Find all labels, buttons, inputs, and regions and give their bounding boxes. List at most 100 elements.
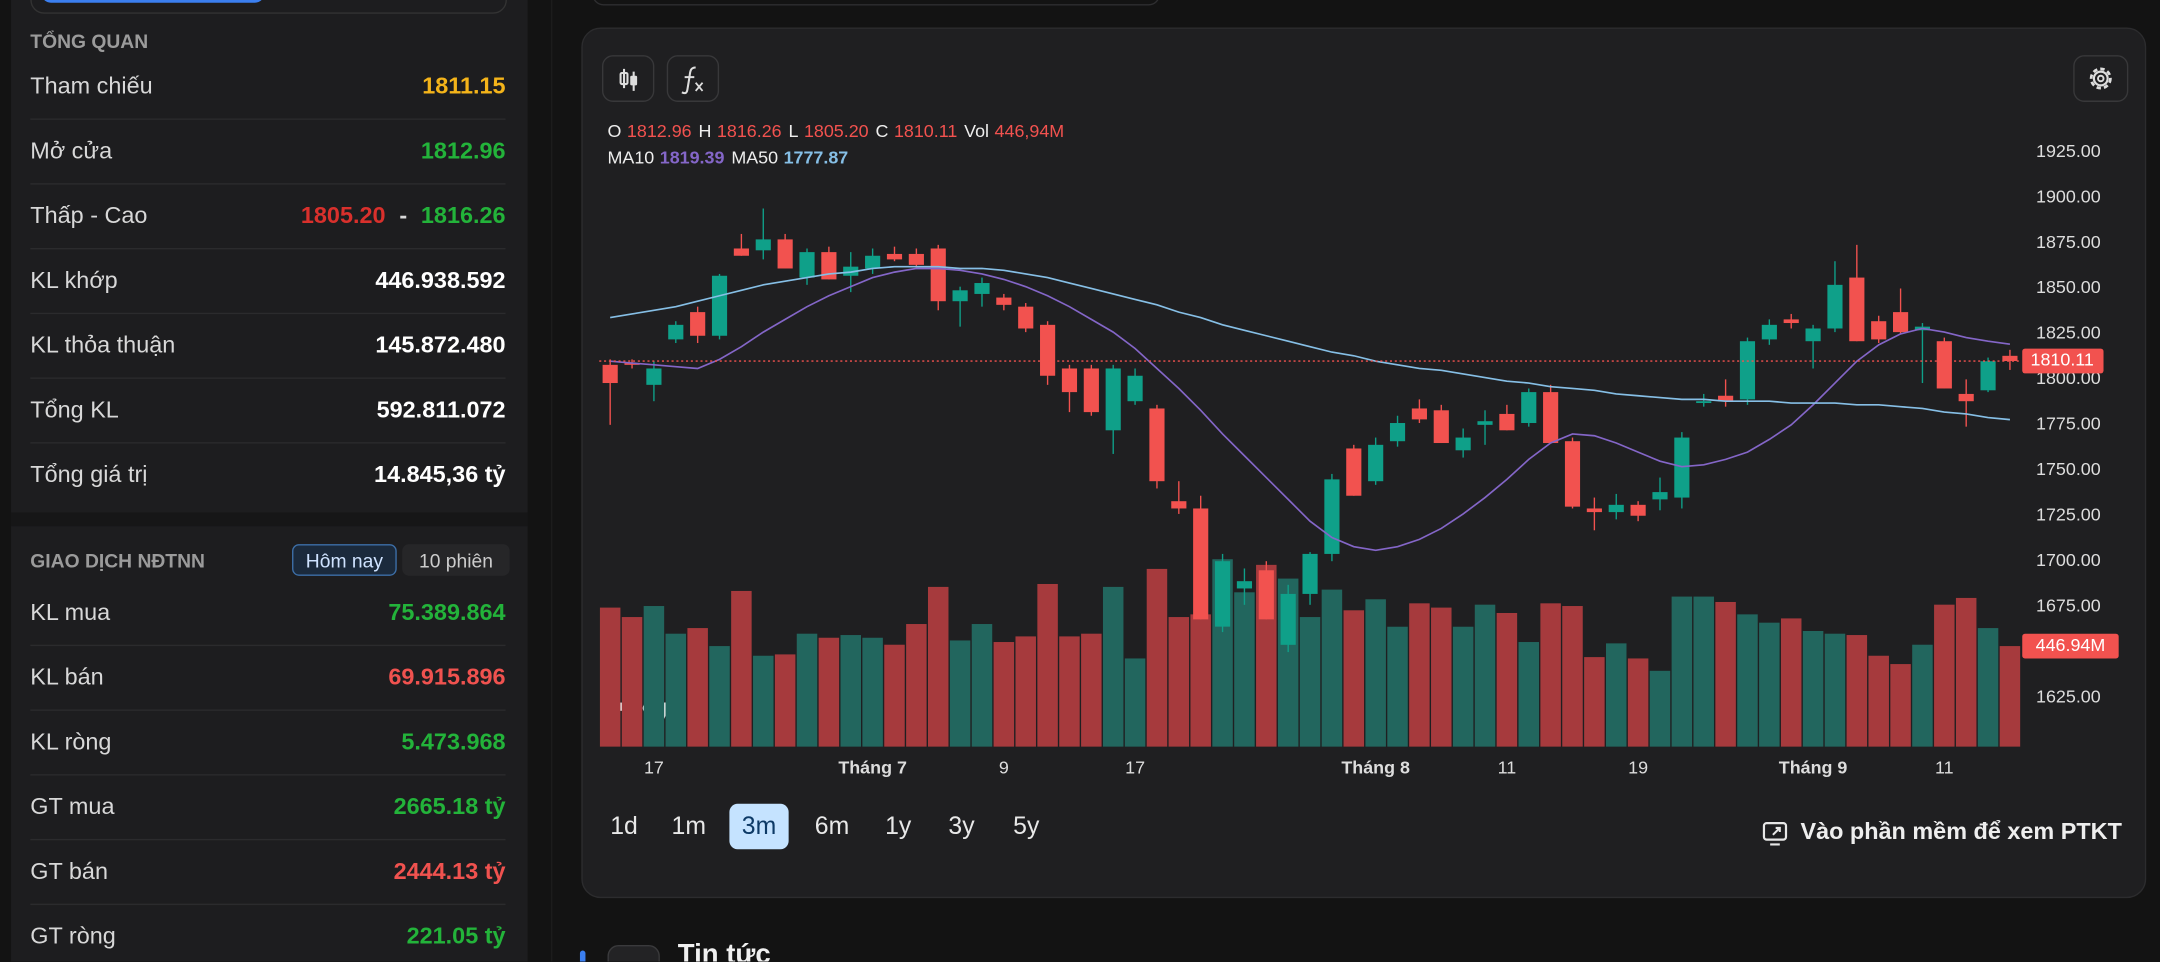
candle-body <box>1040 324 1056 376</box>
volume-bar <box>1124 658 1146 747</box>
ohlc-legend: O 1812.96 H 1816.26 L 1805.20 C 1810.11 Vol 446,9… <box>608 121 1065 141</box>
active-tab[interactable] <box>41 0 265 3</box>
period-button[interactable]: 6m <box>814 812 850 840</box>
foreign-tab[interactable]: Hôm nay <box>292 544 397 576</box>
volume-bar <box>1168 617 1190 747</box>
candle-body <box>1849 277 1865 342</box>
row-label: Tổng giá trị <box>30 461 148 488</box>
legend-key: L <box>788 121 798 141</box>
volume-bar <box>1081 633 1102 747</box>
row-label: Mở cửa <box>30 137 113 164</box>
row-label: GT ròng <box>30 922 116 950</box>
candle-body <box>1936 341 1952 389</box>
software-link[interactable]: Vào phần mềm để xem PTKT <box>1800 818 2122 845</box>
volume-bar <box>709 646 730 747</box>
candle-body <box>1324 479 1340 554</box>
volume-bar <box>1999 646 2021 747</box>
candle-body <box>952 290 968 302</box>
candle-body <box>1433 410 1449 444</box>
last-price-tag <box>2022 348 2104 374</box>
ma-line <box>610 265 2011 421</box>
foreign-tab[interactable]: 10 phiên <box>402 544 510 576</box>
volume-bar <box>906 624 927 747</box>
candles <box>602 208 2018 653</box>
range-low: 1805.20 <box>300 202 386 229</box>
ma-legend: MA10 1819.39 MA50 1777.87 <box>608 147 849 167</box>
external-icon[interactable] <box>1762 821 1790 846</box>
candle-body <box>711 275 728 336</box>
volume-bar <box>599 607 621 747</box>
legend-key: MA50 <box>731 147 778 167</box>
foreign-title: GIAO DỊCH NĐTNN <box>30 549 205 572</box>
volume-bar <box>1365 599 1386 747</box>
candle-icon <box>619 68 638 91</box>
x-tick-label: 11 <box>1935 757 1954 777</box>
candle-body <box>1193 508 1209 620</box>
candle-body <box>930 248 946 302</box>
legend-value: 1777.87 <box>784 147 849 167</box>
volume-bar <box>1146 568 1168 747</box>
period-button[interactable]: 3y <box>948 812 975 840</box>
period-button[interactable]: 1y <box>885 812 912 840</box>
row-label: Tham chiếu <box>30 73 153 100</box>
row-label: GT mua <box>30 793 115 820</box>
candle-body <box>1718 395 1734 402</box>
divider <box>551 0 553 962</box>
row-value: 446.938.592 <box>375 267 506 294</box>
legend-key: O <box>608 121 622 141</box>
candle-body <box>1630 504 1646 516</box>
candle-body <box>996 297 1012 305</box>
y-tick-label: 1700.00 <box>2036 550 2101 570</box>
volume-bar <box>665 633 687 747</box>
y-tick-label: 1900.00 <box>2036 186 2101 206</box>
volume-bar <box>1955 597 1977 747</box>
legend-key: Vol <box>964 121 989 141</box>
candle-body <box>1258 570 1274 620</box>
candle-body <box>799 252 815 278</box>
volume-bar <box>1584 657 1605 747</box>
row-separator <box>30 709 506 711</box>
volume-bar <box>687 628 708 747</box>
period-button[interactable]: 5y <box>1013 812 1040 840</box>
volume-bar <box>1015 636 1036 747</box>
volume-bar <box>1431 607 1452 747</box>
period-button[interactable]: 3m <box>729 803 789 850</box>
indicator-button[interactable] <box>666 55 720 102</box>
volume-bar <box>643 606 665 747</box>
period-button[interactable]: 1m <box>671 812 707 840</box>
candle-body <box>668 324 684 340</box>
settings-button[interactable] <box>2073 55 2129 102</box>
row-separator <box>30 903 506 906</box>
volume-bar <box>1890 664 1911 747</box>
candle-body <box>624 363 640 365</box>
y-tick-label: 1625.00 <box>2036 686 2101 706</box>
volume-bars <box>599 559 2021 747</box>
candle-body <box>886 253 903 260</box>
candle-button[interactable] <box>601 55 655 102</box>
candle-body <box>1739 341 1756 400</box>
candle-body <box>1171 501 1187 509</box>
candle-body <box>1892 312 1909 333</box>
row-value: 2444.13 tỷ <box>393 858 506 885</box>
ma-line <box>610 267 2011 552</box>
y-tick-label: 1775.00 <box>2036 414 2101 434</box>
volume-bar <box>927 586 949 747</box>
candle-body <box>1980 361 1996 391</box>
row-separator <box>30 838 506 841</box>
candle-body <box>1827 284 1843 329</box>
row-separator <box>30 774 506 776</box>
row-value: 5.473.968 <box>401 728 506 755</box>
candle-body <box>690 312 706 336</box>
period-button[interactable]: 1d <box>610 812 638 840</box>
candle-body <box>1455 437 1471 451</box>
legend-value: 1810.11 <box>894 121 957 141</box>
candle-body <box>755 239 771 251</box>
volume-bar <box>1452 626 1474 747</box>
y-tick-label: 1850.00 <box>2036 277 2101 297</box>
x-tick-label: Tháng 8 <box>1341 757 1410 777</box>
volume-bar <box>1102 586 1124 747</box>
volume-bar <box>1190 614 1211 747</box>
